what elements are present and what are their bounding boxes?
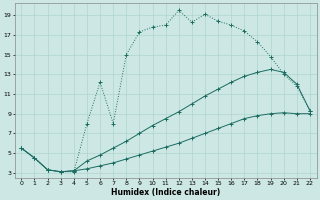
X-axis label: Humidex (Indice chaleur): Humidex (Indice chaleur) bbox=[111, 188, 220, 197]
